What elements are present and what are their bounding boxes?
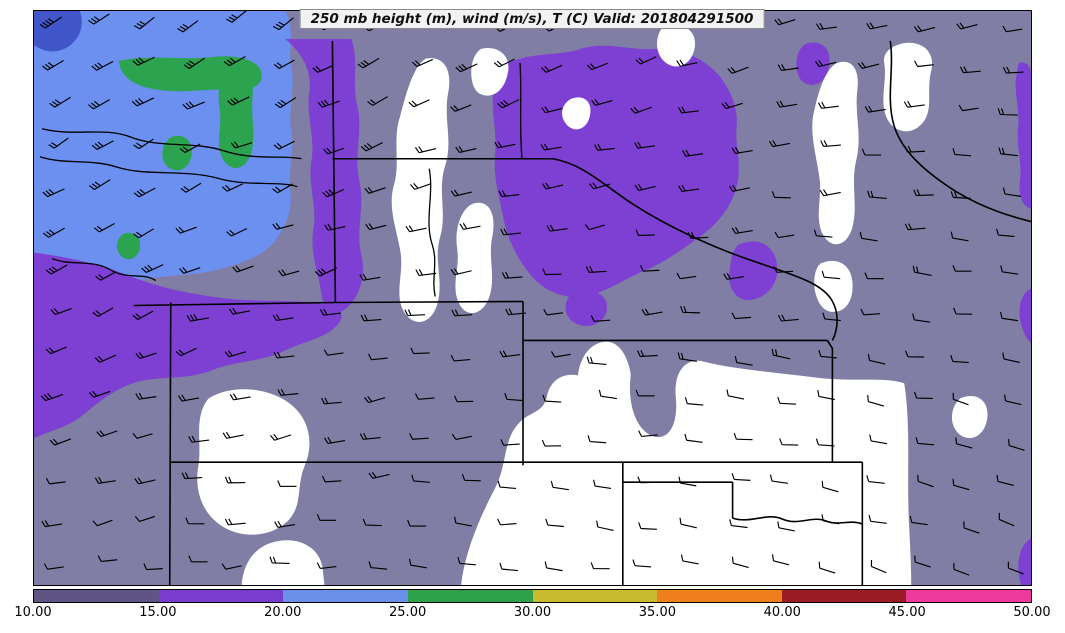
- colorbar-tick: 25.00: [389, 605, 427, 620]
- colorbar-segment: [657, 590, 782, 602]
- region-purple-right-edge-a: [1015, 62, 1031, 209]
- colorbar-segment: [781, 590, 907, 602]
- border-line: [335, 300, 524, 304]
- border-line: [889, 40, 1031, 223]
- colorbar-tick: 10.00: [14, 605, 52, 620]
- region-purple-central-lobe: [492, 45, 739, 297]
- colorbar-segment: [158, 590, 284, 602]
- river-line: [51, 257, 157, 282]
- colorbar-segment: [906, 590, 1031, 602]
- river-line: [41, 128, 302, 160]
- region-purple-right-edge-b: [1019, 288, 1031, 343]
- region-white-top-right: [883, 42, 933, 132]
- region-white-bottom-left: [241, 540, 325, 585]
- region-white-top-mid: [656, 25, 696, 67]
- river-line: [428, 168, 436, 297]
- river-contour-lines: [39, 62, 523, 297]
- river-line: [519, 62, 523, 159]
- state-borders: [133, 40, 1031, 585]
- colorbar-tick: 35.00: [638, 605, 676, 620]
- border-line: [826, 340, 834, 463]
- map-title: 250 mb height (m), wind (m/s), T (C) Val…: [299, 9, 765, 29]
- colorbar: [33, 589, 1032, 603]
- region-purple-strip-center-left: [285, 38, 363, 313]
- colorbar-tick: 50.00: [1013, 605, 1051, 620]
- map-canvas: [33, 10, 1032, 586]
- border-line: [732, 516, 863, 525]
- region-white-small-center: [562, 97, 591, 130]
- border-line: [552, 157, 838, 341]
- region-purple-blob-top-right: [796, 42, 830, 85]
- region-white-mid-right: [814, 260, 853, 312]
- colorbar-segment: [283, 590, 408, 602]
- region-white-right-streak: [812, 61, 859, 245]
- region-purple-west-band: [34, 252, 342, 439]
- colorbar-tick: 40.00: [763, 605, 801, 620]
- wind-barb-set: [39, 11, 1025, 576]
- colorbar-tick-labels: 10.00 15.00 20.00 25.00 30.00 35.00 40.0…: [14, 605, 1050, 625]
- region-green-blob-d: [116, 232, 141, 260]
- border-line: [331, 40, 337, 303]
- region-purple-arm: [565, 290, 608, 327]
- colorbar-segment: [407, 590, 533, 602]
- river-line: [39, 156, 298, 188]
- colorbar-tick: 20.00: [264, 605, 302, 620]
- colorbar-tick: 30.00: [513, 605, 552, 620]
- colorbar-tick: 45.00: [888, 605, 926, 620]
- region-purple-blob-east: [729, 241, 778, 301]
- border-line: [168, 302, 172, 585]
- region-blue-20-25: [34, 11, 293, 285]
- region-white-top-center: [471, 48, 509, 96]
- region-white-big-south: [461, 341, 912, 585]
- map-svg: [34, 11, 1031, 585]
- colorbar-tick: 15.00: [139, 605, 177, 620]
- region-white-streak-b: [455, 202, 494, 314]
- region-white-east-patch: [951, 395, 988, 439]
- colorbar-segment: [532, 590, 658, 602]
- wind-barbs: [39, 11, 1025, 576]
- colorbar-segment: [34, 590, 159, 602]
- region-green-streak-b: [218, 68, 254, 169]
- border-line: [133, 301, 336, 307]
- temperature-fill-regions: [34, 11, 1031, 585]
